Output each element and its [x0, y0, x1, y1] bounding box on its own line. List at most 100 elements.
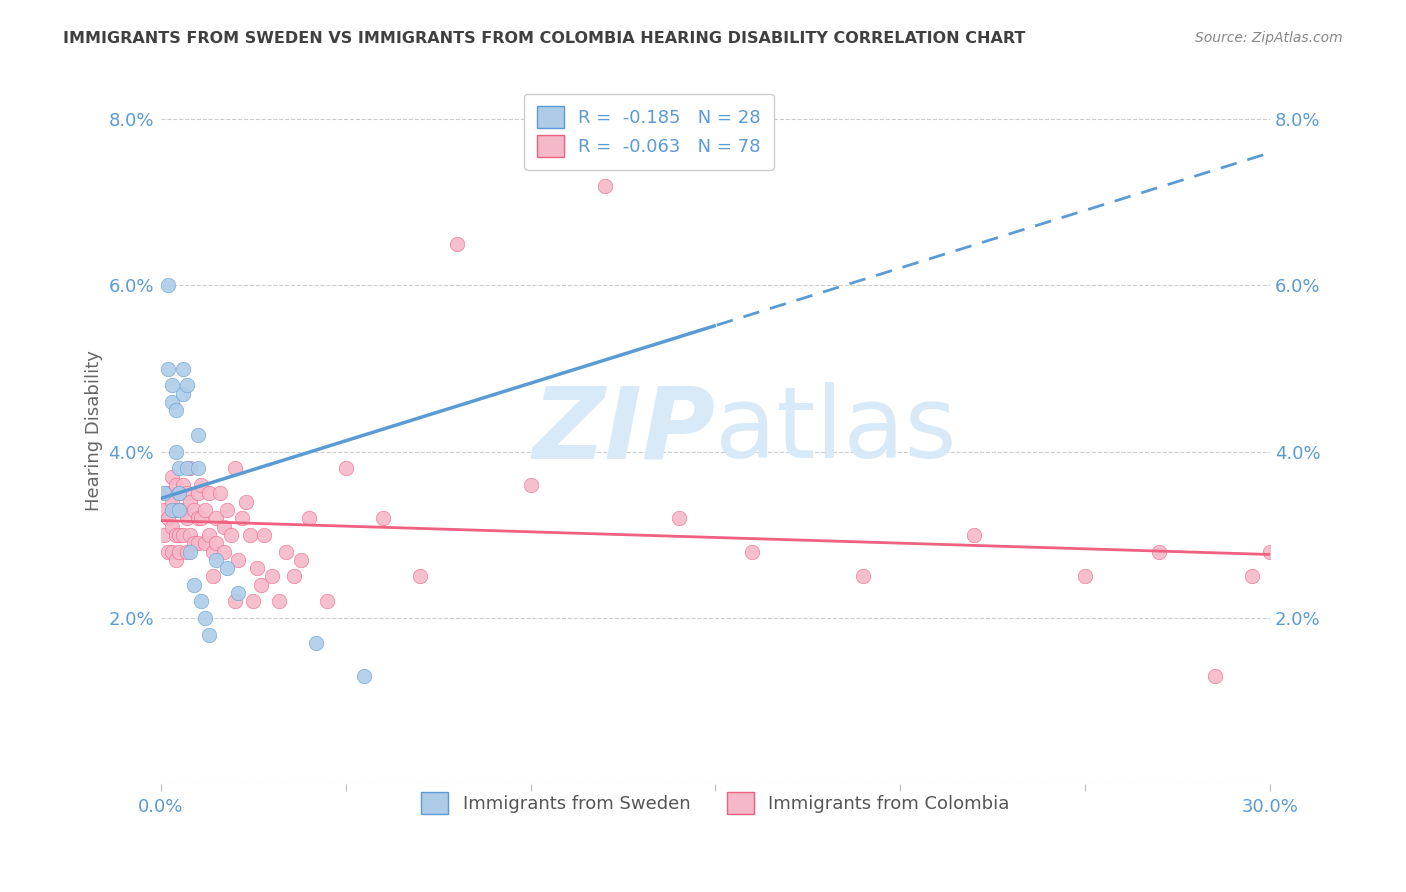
Point [153, 528, 176, 542]
Point [183, 503, 205, 517]
Point [201, 569, 224, 583]
Point [153, 486, 176, 500]
Point [1074, 569, 1097, 583]
Point [172, 386, 194, 401]
Point [283, 569, 305, 583]
Point [187, 511, 209, 525]
Text: IMMIGRANTS FROM SWEDEN VS IMMIGRANTS FROM COLOMBIA HEARING DISABILITY CORRELATIO: IMMIGRANTS FROM SWEDEN VS IMMIGRANTS FRO… [63, 31, 1025, 46]
Point [160, 378, 183, 392]
Point [160, 494, 183, 508]
Point [157, 511, 180, 525]
Point [231, 511, 253, 525]
Point [160, 394, 183, 409]
Point [238, 528, 260, 542]
Point [235, 494, 257, 508]
Point [668, 128, 690, 143]
Point [205, 553, 228, 567]
Text: Source: ZipAtlas.com: Source: ZipAtlas.com [1195, 31, 1343, 45]
Legend: Immigrants from Sweden, Immigrants from Colombia: Immigrants from Sweden, Immigrants from … [411, 781, 1021, 825]
Point [228, 553, 250, 567]
Point [1240, 569, 1263, 583]
Point [194, 611, 217, 625]
Point [190, 594, 212, 608]
Point [176, 461, 198, 475]
Point [205, 511, 228, 525]
Point [963, 528, 986, 542]
Point [198, 486, 221, 500]
Point [167, 461, 190, 475]
Point [305, 636, 328, 650]
Point [176, 486, 198, 500]
Point [167, 503, 190, 517]
Point [167, 503, 190, 517]
Point [179, 494, 201, 508]
Point [194, 503, 217, 517]
Point [190, 511, 212, 525]
Point [212, 544, 235, 558]
Point [187, 428, 209, 442]
Point [249, 578, 271, 592]
Point [190, 478, 212, 492]
Y-axis label: Hearing Disability: Hearing Disability [86, 351, 103, 511]
Point [1149, 544, 1171, 558]
Point [172, 503, 194, 517]
Point [519, 478, 541, 492]
Point [167, 544, 190, 558]
Point [160, 544, 183, 558]
Point [371, 511, 394, 525]
Point [167, 486, 190, 500]
Point [187, 486, 209, 500]
Point [298, 511, 321, 525]
Point [269, 594, 291, 608]
Point [316, 594, 339, 608]
Point [165, 403, 187, 417]
Point [219, 528, 242, 542]
Point [242, 594, 264, 608]
Point [852, 569, 875, 583]
Point [217, 503, 239, 517]
Point [205, 536, 228, 550]
Point [176, 378, 198, 392]
Point [260, 569, 283, 583]
Point [179, 461, 201, 475]
Text: atlas: atlas [716, 383, 957, 479]
Point [194, 536, 217, 550]
Point [183, 536, 205, 550]
Point [224, 594, 246, 608]
Point [198, 628, 221, 642]
Point [201, 544, 224, 558]
Point [290, 553, 312, 567]
Point [335, 461, 357, 475]
Point [668, 511, 690, 525]
Point [217, 561, 239, 575]
Point [165, 553, 187, 567]
Point [253, 528, 276, 542]
Point [157, 486, 180, 500]
Point [172, 361, 194, 376]
Point [153, 503, 176, 517]
Point [246, 561, 269, 575]
Point [165, 478, 187, 492]
Point [176, 544, 198, 558]
Point [187, 461, 209, 475]
Point [179, 528, 201, 542]
Point [741, 544, 763, 558]
Point [198, 528, 221, 542]
Point [208, 486, 231, 500]
Point [1258, 544, 1281, 558]
Point [165, 528, 187, 542]
Point [446, 236, 468, 251]
Point [187, 536, 209, 550]
Point [276, 544, 298, 558]
Point [224, 461, 246, 475]
Point [160, 519, 183, 533]
Point [172, 478, 194, 492]
Point [167, 486, 190, 500]
Point [160, 469, 183, 483]
Point [1204, 669, 1226, 683]
Point [408, 569, 430, 583]
Point [160, 503, 183, 517]
Point [593, 178, 616, 193]
Point [157, 361, 180, 376]
Point [228, 586, 250, 600]
